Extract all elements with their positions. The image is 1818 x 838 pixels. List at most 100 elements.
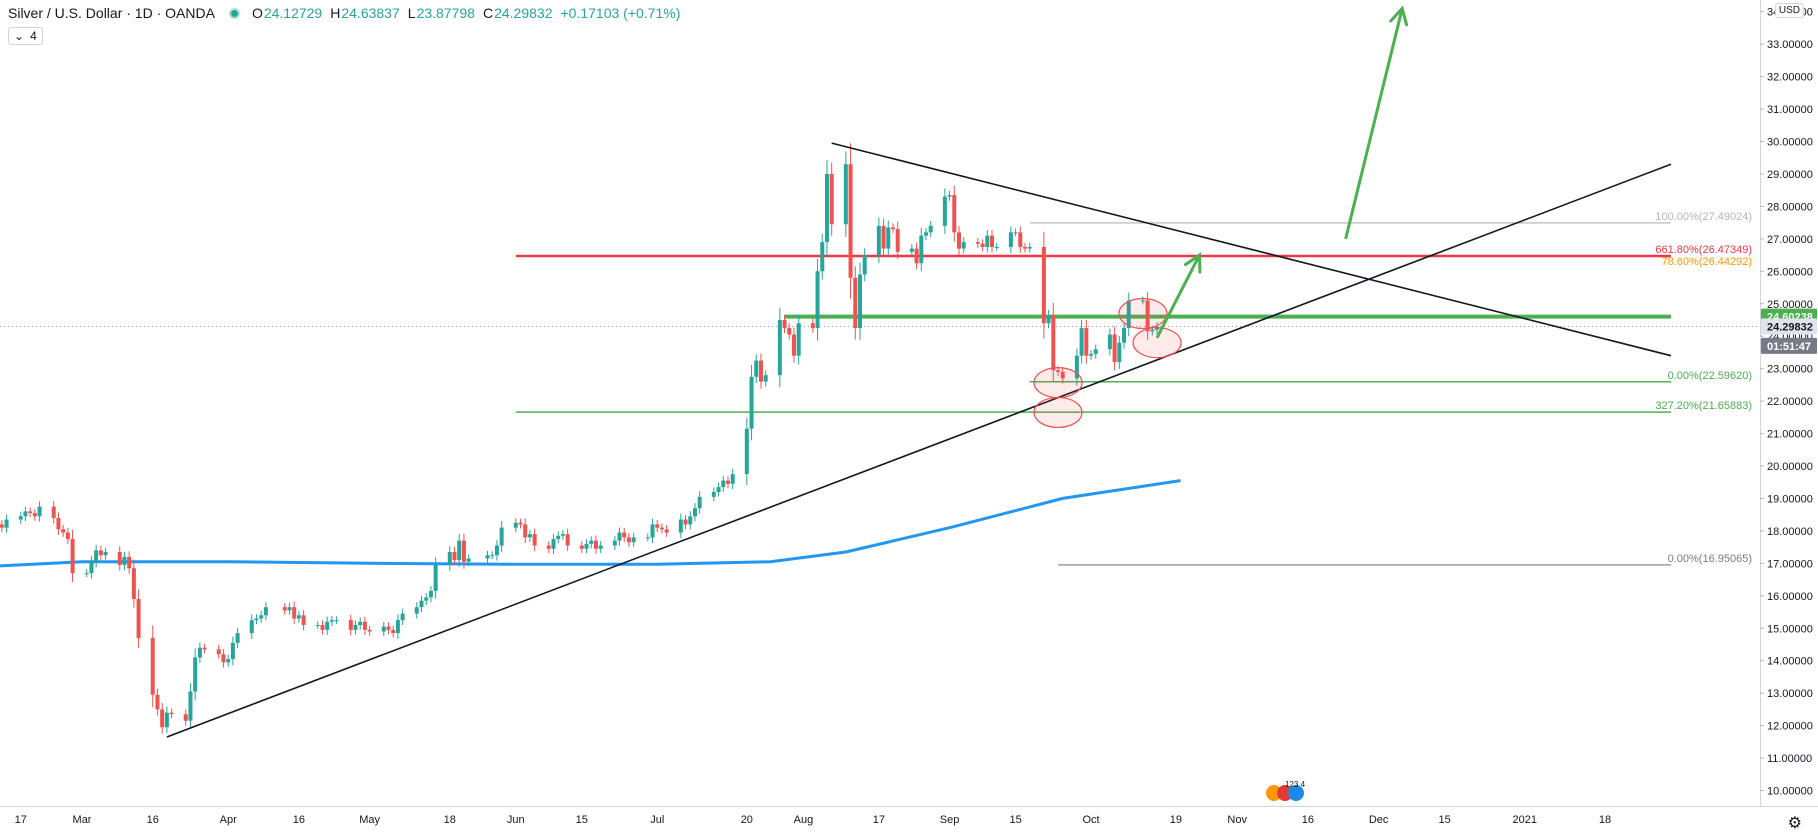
highlight-ellipse	[1033, 367, 1083, 399]
y-tick-label: 17.00000	[1767, 558, 1813, 570]
candle-body	[117, 551, 122, 565]
candle-body	[1112, 334, 1117, 363]
y-tick-label: 30.00000	[1767, 137, 1813, 149]
candle-body	[94, 550, 99, 562]
candle	[645, 533, 650, 542]
y-tick-label: 18.00000	[1767, 526, 1813, 538]
candle-body	[584, 543, 589, 549]
y-tick-label: 26.00000	[1767, 266, 1813, 278]
candle	[4, 514, 9, 533]
candle	[565, 528, 570, 552]
candle	[990, 230, 995, 253]
x-tick-label: 17	[15, 814, 27, 826]
fib-label: 78.60%(26.44292)	[1661, 256, 1752, 268]
y-tick-label: 15.00000	[1767, 623, 1813, 635]
candle-body	[947, 195, 952, 197]
candle-body	[763, 375, 768, 382]
candle-body	[560, 534, 565, 536]
candle-body	[155, 694, 160, 710]
candle	[829, 162, 834, 236]
candle-body	[881, 225, 886, 249]
candle-body	[853, 277, 858, 329]
candle	[617, 527, 622, 546]
y-tick-label: 22.00000	[1767, 396, 1813, 408]
candle-body	[1126, 300, 1131, 329]
y-tick-label: 21.00000	[1767, 429, 1813, 441]
symbol-title[interactable]: Silver / U.S. Dollar · 1D · OANDA	[8, 5, 215, 21]
candle	[28, 507, 33, 518]
candle-body	[367, 629, 372, 632]
candle-body	[919, 235, 924, 264]
candle-body	[235, 633, 240, 643]
candle-body	[791, 334, 796, 356]
candle-body	[975, 242, 980, 244]
candle-body	[527, 534, 532, 538]
candle	[853, 266, 858, 340]
candle	[626, 532, 631, 547]
events-count: 123 4	[1285, 780, 1306, 789]
candle-body	[428, 590, 433, 598]
x-tick-label: 16	[293, 814, 305, 826]
candle	[919, 227, 924, 272]
candle-body	[358, 621, 363, 626]
indicators-count: 4	[30, 29, 37, 43]
candle	[353, 620, 358, 635]
candle	[1046, 309, 1051, 329]
open-value: 24.12729	[263, 5, 323, 21]
candle	[754, 354, 759, 384]
candle	[1117, 335, 1122, 369]
x-tick-label: Jul	[650, 814, 664, 826]
events-badge[interactable]: 123 4	[1263, 780, 1315, 802]
candle-body	[782, 319, 787, 329]
candle-body	[485, 555, 490, 559]
candle	[1107, 328, 1112, 356]
x-tick-label: 15	[1009, 814, 1021, 826]
change-value: +0.17103 (+0.71%)	[560, 5, 681, 21]
gear-icon[interactable]: ⚙	[1787, 815, 1802, 832]
y-tick-label: 20.00000	[1767, 461, 1813, 473]
symbol-legend: Silver / U.S. Dollar · 1D · OANDA O 24.1…	[8, 5, 680, 21]
candle-body	[263, 607, 268, 616]
arrow-head-icon	[1389, 5, 1409, 27]
candle	[942, 188, 947, 235]
y-tick-label: 10.00000	[1767, 786, 1813, 798]
candle-body	[777, 319, 782, 376]
y-tick-label: 14.00000	[1767, 656, 1813, 668]
candle-body	[796, 323, 801, 356]
candle	[1126, 292, 1131, 337]
candle	[395, 614, 400, 639]
candle	[230, 636, 235, 666]
candle-body	[626, 537, 631, 543]
candle-body	[490, 555, 495, 557]
candle	[523, 518, 528, 544]
candle-body	[664, 529, 669, 533]
candle-body	[414, 607, 419, 614]
candle-body	[928, 225, 933, 233]
candle	[160, 702, 165, 734]
candle-body	[221, 654, 226, 663]
candle	[216, 644, 221, 659]
currency-button[interactable]: USD	[1774, 3, 1804, 18]
candle-body	[249, 620, 254, 634]
candle	[659, 523, 664, 534]
y-tick-label: 33.00000	[1767, 39, 1813, 51]
candle	[895, 221, 900, 260]
candle	[622, 527, 627, 543]
candle-body	[1074, 355, 1079, 379]
candle	[348, 614, 353, 636]
candle-body	[744, 428, 749, 475]
low-label: L	[407, 5, 416, 21]
indicators-toggle[interactable]: ⌄ 4	[8, 27, 43, 45]
candle	[1079, 320, 1084, 364]
candle-body	[990, 235, 995, 247]
candle-body	[1027, 246, 1032, 249]
candle	[886, 220, 891, 256]
candle	[518, 518, 523, 529]
candle	[98, 545, 103, 560]
candle	[848, 143, 853, 299]
candle-body	[23, 511, 28, 517]
candle-body	[598, 545, 603, 549]
candle-body	[923, 232, 928, 236]
